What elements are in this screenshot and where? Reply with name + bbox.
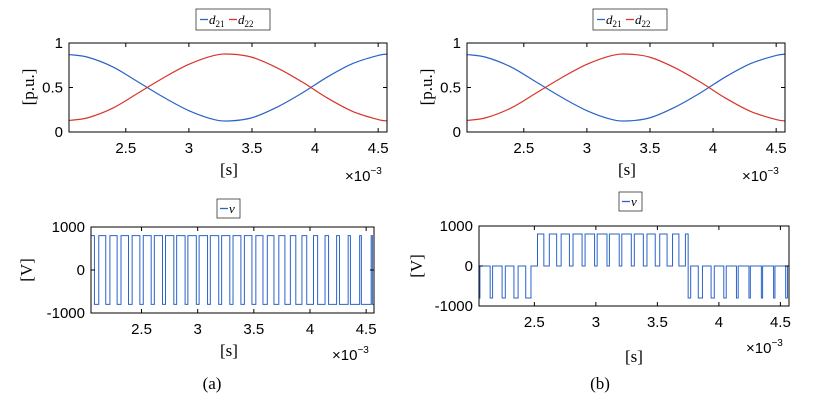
legend-label-v: v	[229, 201, 235, 216]
x-axis-label-b-bottom: [s]	[625, 347, 643, 366]
x-tick-label: 4	[709, 140, 717, 157]
y-axis-label-a-bottom: [V]	[17, 258, 36, 282]
legend-b-top: d21 d22	[592, 8, 668, 31]
panel-a-top: d21 d22 [p.u.] [s] ×10−3	[19, 8, 388, 185]
axes-frame-b-top	[466, 42, 786, 133]
x-tick-label: 4.5	[770, 314, 791, 331]
legend-label-d22: d22	[635, 12, 651, 29]
x-tick-label: 4	[306, 321, 314, 338]
caption-a: (a)	[203, 374, 222, 393]
series-d22-line	[68, 53, 388, 122]
y-tick-label: 0	[77, 262, 85, 279]
x-exponent-b-top: ×10−3	[742, 166, 779, 185]
x-tick-label: 3	[194, 321, 202, 338]
plot-area-b-top	[466, 53, 786, 122]
legend-b-bottom: v	[618, 191, 643, 212]
axes-frame-a-top	[68, 42, 388, 133]
legend-label-d22: d22	[238, 12, 254, 29]
series-d21-line	[68, 53, 388, 122]
x-exponent-b-bottom: ×10−3	[746, 338, 783, 357]
y-axis-label-b-top: [p.u.]	[417, 69, 436, 106]
series-v-line	[479, 233, 789, 299]
x-exponent-a-bottom: ×10−3	[332, 345, 369, 364]
y-tick-label: 0	[55, 124, 63, 141]
legend-box	[216, 198, 241, 219]
x-tick-label: 4.5	[368, 140, 389, 157]
y-tick-label: 1000	[52, 219, 85, 236]
series-d21-line	[466, 53, 786, 122]
plot-area-b-bottom	[479, 233, 789, 299]
y-tick-label: 0	[465, 258, 473, 275]
x-tick-label: 4.5	[766, 140, 787, 157]
legend-label-d21: d21	[209, 12, 225, 29]
y-tick-label: 1	[55, 35, 63, 52]
series-d22-line	[466, 53, 786, 122]
legend-label-v: v	[631, 194, 637, 209]
y-tick-label: 0.5	[42, 80, 63, 97]
x-tick-label: 3.5	[640, 140, 661, 157]
x-tick-label: 2.5	[131, 321, 152, 338]
y-tick-label: 0	[453, 124, 461, 141]
caption-b: (b)	[590, 374, 610, 393]
x-tick-label: 2.5	[524, 314, 545, 331]
x-tick-label: 4.5	[356, 321, 377, 338]
x-axis-label-a-bottom: [s]	[220, 341, 238, 360]
y-tick-label: 1	[453, 35, 461, 52]
panel-a-bottom: v [V] [s] ×10−3	[17, 198, 375, 364]
plot-area-a-top	[68, 53, 388, 122]
panel-b-top: d21 d22 [p.u.] [s] ×10−3	[417, 8, 786, 185]
series-v-line	[91, 235, 374, 305]
x-tick-label: 3.5	[647, 314, 668, 331]
x-tick-label: 3	[583, 140, 591, 157]
x-tick-label: 4	[715, 314, 723, 331]
x-tick-label: 2.5	[513, 140, 534, 157]
x-axis-label-b-top: [s]	[618, 160, 636, 179]
legend-label-d21: d21	[606, 12, 622, 29]
x-tick-label: 4	[311, 140, 319, 157]
x-tick-label: 3.5	[242, 140, 263, 157]
x-tick-label: 3.5	[243, 321, 264, 338]
axes-frame-a-bottom	[90, 226, 375, 314]
x-tick-label: 2.5	[115, 140, 136, 157]
legend-a-top: d21 d22	[195, 8, 271, 31]
plot-area-a-bottom	[91, 235, 374, 305]
y-axis-label-b-bottom: [V]	[407, 254, 426, 278]
legend-box	[618, 191, 643, 212]
y-tick-label: 0.5	[440, 80, 461, 97]
y-tick-label: 1000	[440, 218, 473, 235]
y-axis-label-a-top: [p.u.]	[19, 69, 38, 106]
x-tick-label: 3	[592, 314, 600, 331]
x-tick-label: 3	[185, 140, 193, 157]
y-tick-label: -1000	[435, 298, 473, 315]
x-axis-label-a-top: [s]	[220, 160, 238, 179]
legend-a-bottom: v	[216, 198, 241, 219]
x-exponent-a-top: ×10−3	[345, 166, 382, 185]
y-tick-label: -1000	[47, 305, 85, 322]
